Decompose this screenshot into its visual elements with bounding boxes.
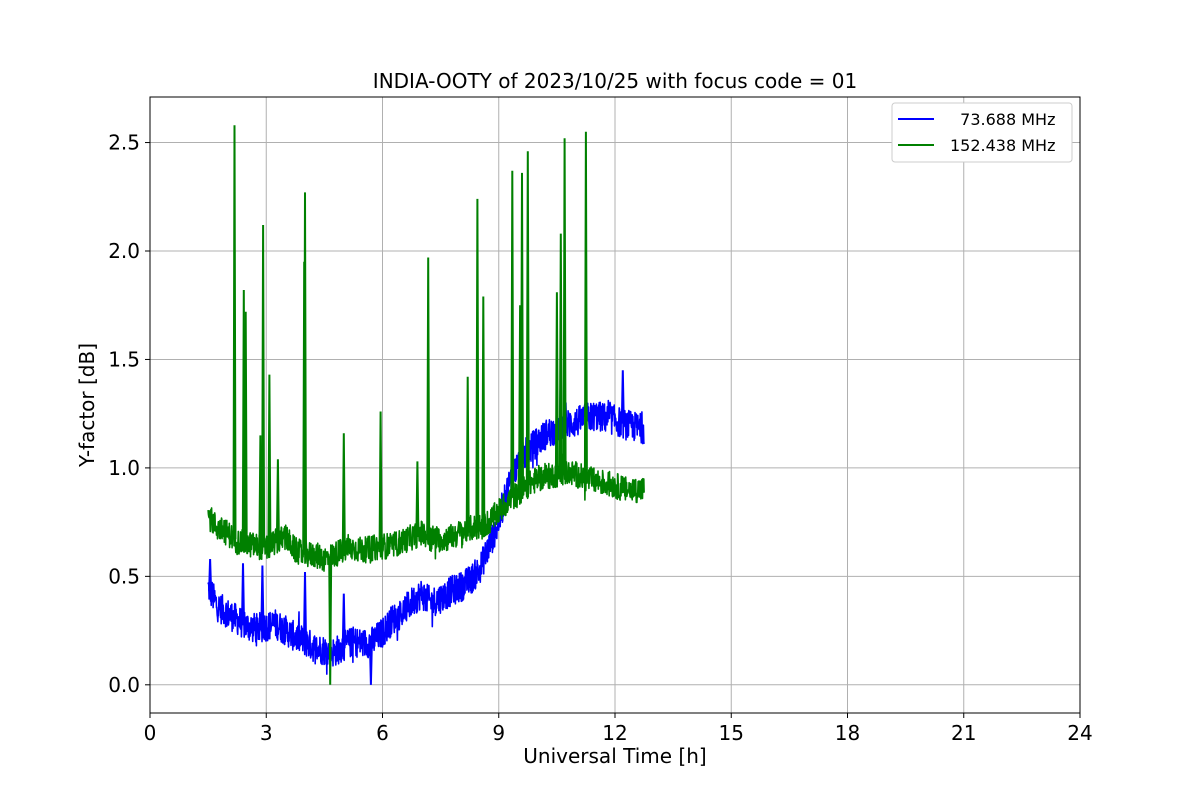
legend: 73.688 MHz 152.438 MHz: [891, 102, 1073, 163]
y-axis-label: Y-factor [dB]: [75, 343, 99, 468]
y-tick-label: 0.0: [108, 673, 140, 697]
series-spike: [481, 296, 486, 525]
series-spike: [562, 138, 567, 473]
x-tick-label: 0: [144, 721, 157, 745]
series-spike: [525, 151, 530, 486]
series-spike: [341, 593, 346, 646]
series-spike: [368, 641, 373, 685]
legend-label-152mhz: 152.438 MHz: [950, 136, 1055, 155]
axis-ticks: 0 3 6 9 12 15 18 21 24 0.0 0.5 1.0 1.5 2.0 2.5: [108, 131, 1093, 745]
series-spike: [510, 170, 515, 498]
series-spike: [558, 233, 563, 474]
series-spike: [275, 459, 280, 541]
x-tick-label: 21: [951, 721, 976, 745]
series-spike: [583, 131, 588, 479]
series-1: [207, 125, 645, 685]
x-tick-label: 12: [602, 721, 627, 745]
legend-box: [891, 102, 1073, 163]
x-axis-label: Universal Time [h]: [523, 744, 706, 768]
x-tick-label: 24: [1067, 721, 1092, 745]
series-spike: [303, 192, 307, 555]
legend-label-73mhz: 73.688 MHz: [950, 110, 1055, 129]
series-line: [207, 399, 645, 675]
y-tick-label: 0.5: [108, 564, 140, 588]
series-spike: [258, 435, 263, 547]
x-tick-label: 3: [260, 721, 273, 745]
series-spike: [620, 370, 625, 424]
series-spike: [260, 565, 265, 628]
series-spike: [426, 257, 431, 537]
y-tick-label: 1.5: [108, 347, 140, 371]
series-0: [207, 370, 645, 685]
series-spike: [341, 433, 346, 551]
y-tick-label: 1.0: [108, 456, 140, 480]
series-spike: [415, 461, 420, 535]
series-spike: [475, 198, 480, 527]
series-spike: [232, 125, 237, 540]
y-tick-label: 2.5: [108, 131, 140, 155]
x-tick-label: 15: [719, 721, 744, 745]
series-spike: [328, 556, 333, 685]
x-tick-label: 18: [835, 721, 860, 745]
series-spike: [378, 411, 383, 547]
series-spike: [261, 224, 266, 548]
chart-title: INDIA-OOTY of 2023/10/25 with focus code…: [373, 69, 857, 93]
series-spike: [267, 374, 272, 547]
y-tick-label: 2.0: [108, 239, 140, 263]
series-spike: [520, 172, 524, 491]
series-line: [207, 451, 645, 572]
series-spike: [208, 558, 213, 592]
plot-area: [207, 125, 645, 685]
series-spike: [241, 563, 245, 624]
series-spike: [303, 571, 307, 642]
series-spike: [554, 292, 559, 475]
series-spike: [465, 376, 470, 530]
x-tick-label: 9: [492, 721, 505, 745]
series-spike: [243, 311, 248, 544]
x-tick-label: 6: [376, 721, 389, 745]
